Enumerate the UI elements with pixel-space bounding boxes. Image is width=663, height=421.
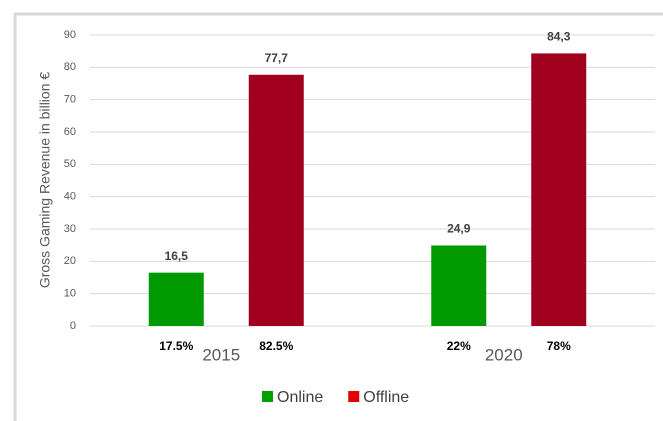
value-label: 16,5 — [165, 249, 189, 263]
bar — [531, 53, 587, 327]
x-tick-label: 2020 — [485, 345, 523, 364]
share-label: 82.5% — [259, 339, 293, 353]
y-tick-label: 0 — [70, 320, 76, 332]
share-label: 17.5% — [159, 339, 193, 353]
y-tick-label: 80 — [64, 61, 76, 73]
y-tick-label: 60 — [64, 126, 76, 138]
x-tick-label: 2015 — [202, 345, 240, 364]
y-tick-label: 70 — [64, 94, 76, 106]
share-label: 78% — [547, 339, 571, 353]
y-tick-label: 40 — [64, 191, 76, 203]
y-tick-label: 90 — [64, 29, 76, 41]
bar — [248, 74, 304, 327]
y-axis-label: Gross Gaming Revenue in billion € — [37, 72, 53, 289]
bar — [431, 245, 487, 326]
value-label: 84,3 — [547, 30, 571, 44]
legend-label: Offline — [363, 389, 409, 406]
legend-label: Online — [277, 389, 323, 406]
y-tick-label: 20 — [64, 255, 76, 267]
y-tick-label: 30 — [64, 223, 76, 235]
y-tick-label: 50 — [64, 158, 76, 170]
value-label: 77,7 — [265, 51, 289, 65]
bar — [148, 272, 204, 326]
value-label: 24,9 — [447, 222, 471, 236]
legend-swatch — [262, 391, 273, 402]
y-tick-label: 10 — [64, 288, 76, 300]
legend-swatch — [348, 391, 360, 402]
share-label: 22% — [447, 339, 471, 353]
